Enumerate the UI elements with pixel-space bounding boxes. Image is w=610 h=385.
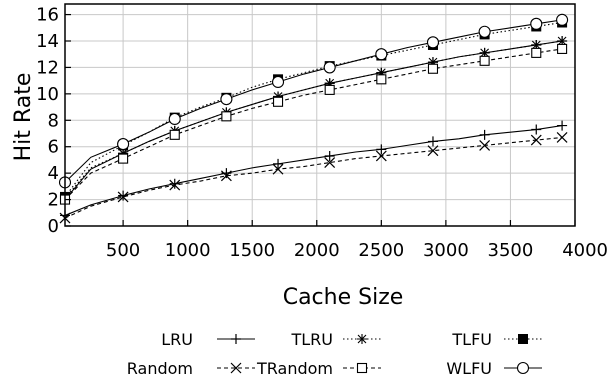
data-point [530, 134, 542, 146]
data-point [427, 63, 439, 74]
x-tick-label: 3500 [488, 240, 534, 261]
data-point [375, 48, 388, 61]
data-point [427, 145, 439, 157]
data-point [479, 139, 491, 151]
legend-marker [357, 334, 367, 344]
grid [65, 4, 576, 227]
y-tick-label: 10 [36, 84, 59, 105]
legend-marker [518, 334, 528, 344]
y-tick-label: 12 [36, 57, 59, 78]
data-point [530, 17, 543, 30]
series-unlabeled [60, 120, 568, 221]
y-tick-label: 14 [36, 31, 59, 52]
data-point [118, 190, 129, 201]
x-tick-label: 3000 [423, 240, 469, 261]
x-axis-label: Cache Size [283, 285, 404, 310]
legend-label: LRU [161, 330, 193, 349]
x-tick-label: 4000 [562, 240, 608, 261]
data-point [557, 43, 568, 54]
data-point [221, 168, 232, 179]
data-point [168, 112, 181, 126]
y-tick-label: 0 [48, 216, 59, 237]
data-point [117, 138, 130, 151]
legend-item-tlru: TLRU [290, 330, 381, 349]
legend-item-lru: LRU [161, 330, 255, 349]
plot-frame [64, 3, 576, 227]
y-axis-label: Hit Rate [11, 73, 36, 162]
legend-item-random: Random [127, 359, 255, 378]
data-point [531, 124, 542, 135]
data-point [273, 91, 284, 102]
x-tick-label: 1500 [229, 240, 275, 261]
legend-label: TLRU [290, 330, 333, 349]
series-line [64, 40, 563, 199]
data-point [169, 129, 180, 140]
series-layer [58, 13, 569, 224]
series-tlru [60, 36, 568, 204]
series-line [64, 21, 563, 198]
y-tick-label: 6 [48, 137, 59, 158]
legend-label: TLFU [451, 330, 492, 349]
y-tick-label: 4 [48, 163, 59, 184]
x-tick-label: 1000 [165, 240, 211, 261]
legend-marker [516, 361, 530, 375]
data-point [478, 25, 491, 38]
data-point [118, 148, 129, 159]
legend-label: Random [127, 359, 193, 378]
data-point [557, 120, 568, 131]
x-tick-label: 500 [106, 240, 140, 261]
legend-marker [356, 362, 368, 374]
x-tick-label: 2000 [294, 240, 340, 261]
data-point [273, 158, 284, 169]
data-point [376, 74, 387, 85]
x-tick-label: 2500 [358, 240, 404, 261]
data-point [427, 57, 438, 68]
data-point [323, 61, 336, 74]
data-point [479, 55, 490, 66]
data-point [556, 132, 568, 143]
series-trandom [59, 43, 568, 205]
legend-label: TRandom [256, 359, 333, 378]
data-point [375, 150, 387, 162]
data-point [169, 178, 180, 189]
legend-marker [230, 362, 242, 374]
legend: LRU TLRU TLFU Random TRandom WLFU [127, 330, 542, 378]
series-line [64, 136, 563, 219]
data-point [272, 96, 284, 107]
data-point [556, 13, 569, 26]
data-point [324, 150, 335, 161]
series-random [59, 132, 568, 224]
data-point [324, 157, 336, 168]
y-tick-label: 2 [48, 190, 59, 211]
legend-item-tlfu: TLFU [451, 330, 542, 349]
ticks: 0 2 4 6 8 10 12 14 16 500 1000 1500 2000 2500 3000 3500… [36, 5, 608, 261]
data-point [324, 78, 335, 89]
data-point [427, 136, 438, 147]
series-line [64, 125, 563, 216]
series-tlfu [60, 17, 568, 202]
data-point [479, 47, 490, 58]
legend-label: WLFU [446, 359, 492, 378]
legend-item-wlfu: WLFU [446, 359, 542, 378]
data-point [479, 129, 490, 140]
data-point [557, 36, 568, 46]
series-wlfu [58, 13, 569, 189]
data-point [272, 163, 284, 175]
data-point [324, 84, 335, 95]
y-tick-label: 8 [48, 110, 59, 131]
data-point [271, 75, 285, 89]
data-point [426, 36, 440, 49]
data-point [376, 144, 387, 155]
data-point [376, 67, 387, 78]
data-point [221, 111, 232, 122]
data-point [531, 47, 542, 58]
legend-item-trandom: TRandom [256, 359, 381, 378]
y-tick-label: 16 [36, 5, 59, 26]
data-point [220, 93, 233, 106]
data-point [531, 39, 542, 50]
legend-marker [231, 334, 241, 344]
data-point [118, 153, 129, 164]
